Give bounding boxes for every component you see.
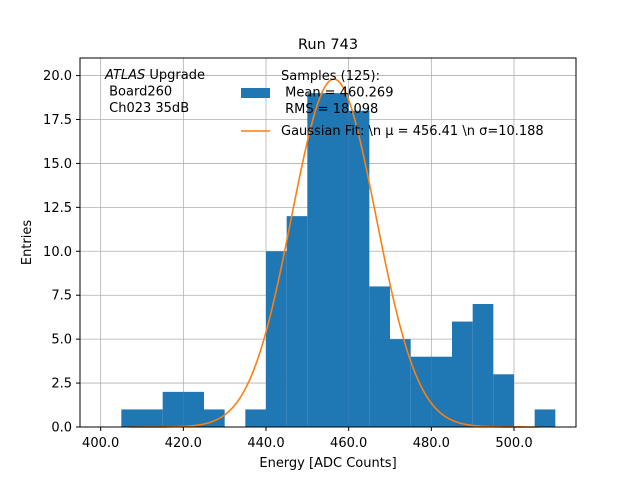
histogram-bars [121, 93, 556, 428]
atlas-annotation: ATLAS Upgrade Board260 Ch023 35dB [104, 68, 205, 116]
axes-frame [79, 57, 577, 428]
histogram-bar [286, 216, 308, 427]
y-axis-label: Entries [20, 220, 35, 266]
y-tick-label: 7.5 [51, 289, 72, 304]
x-tick-label: 500.0 [495, 436, 532, 451]
y-tick-label: 10.0 [43, 245, 72, 260]
gaussian-fit-curve [129, 78, 539, 428]
legend-bars-swatch [241, 88, 270, 98]
legend-fit-text: Gaussian Fit: \n μ = 456.41 \n σ=10.188 [281, 124, 544, 139]
legend-samples-text: RMS = 18.098 [281, 102, 378, 117]
fit-line [129, 78, 539, 428]
histogram-bar [431, 356, 452, 427]
y-axis-ticks: 0.0 2.5 5.0 7.5 10.0 12.5 15.0 17.5 20.0 [43, 69, 80, 436]
histogram-bar [452, 321, 473, 427]
histogram-bar [162, 391, 184, 427]
x-axis-label: Energy [ADC Counts] [259, 456, 396, 471]
histogram-bar [266, 251, 287, 427]
x-tick-label: 420.0 [165, 436, 202, 451]
x-tick-label: 480.0 [413, 436, 450, 451]
histogram-bar [390, 339, 411, 427]
histogram-bar [348, 110, 370, 427]
histogram-bar [245, 409, 266, 427]
y-tick-label: 0.0 [51, 421, 72, 436]
legend-samples-text: Mean = 460.269 [281, 86, 393, 101]
x-axis-ticks: 400.0 420.0 440.0 460.0 480.0 500.0 [82, 427, 533, 451]
histogram-bar [142, 409, 163, 427]
y-tick-label: 17.5 [43, 113, 72, 128]
histogram-bar [183, 391, 204, 427]
histogram-bar [534, 409, 556, 427]
y-tick-label: 20.0 [43, 69, 72, 84]
x-tick-label: 460.0 [330, 436, 367, 451]
x-tick-label: 400.0 [82, 436, 119, 451]
legend: Samples (125): Mean = 460.269 RMS = 18.0… [241, 69, 544, 139]
histogram-bar [410, 356, 432, 427]
histogram-bar [328, 93, 349, 428]
chart-title: Run 743 [298, 37, 358, 53]
x-tick-label: 440.0 [247, 436, 284, 451]
y-tick-label: 15.0 [43, 157, 72, 172]
histogram-bar [493, 374, 514, 427]
histogram-bar [307, 93, 328, 428]
annotation-line: ATLAS Upgrade [104, 68, 205, 83]
annotation-line: Ch023 35dB [105, 101, 189, 116]
histogram-bar [204, 409, 225, 427]
histogram-bar [369, 286, 390, 427]
y-tick-label: 5.0 [51, 333, 72, 348]
y-tick-label: 2.5 [51, 377, 72, 392]
histogram-bar [121, 409, 142, 427]
histogram-bar [472, 304, 494, 427]
legend-samples-text: Samples (125): [281, 69, 380, 84]
annotation-line: Board260 [105, 85, 172, 100]
y-tick-label: 12.5 [43, 201, 72, 216]
